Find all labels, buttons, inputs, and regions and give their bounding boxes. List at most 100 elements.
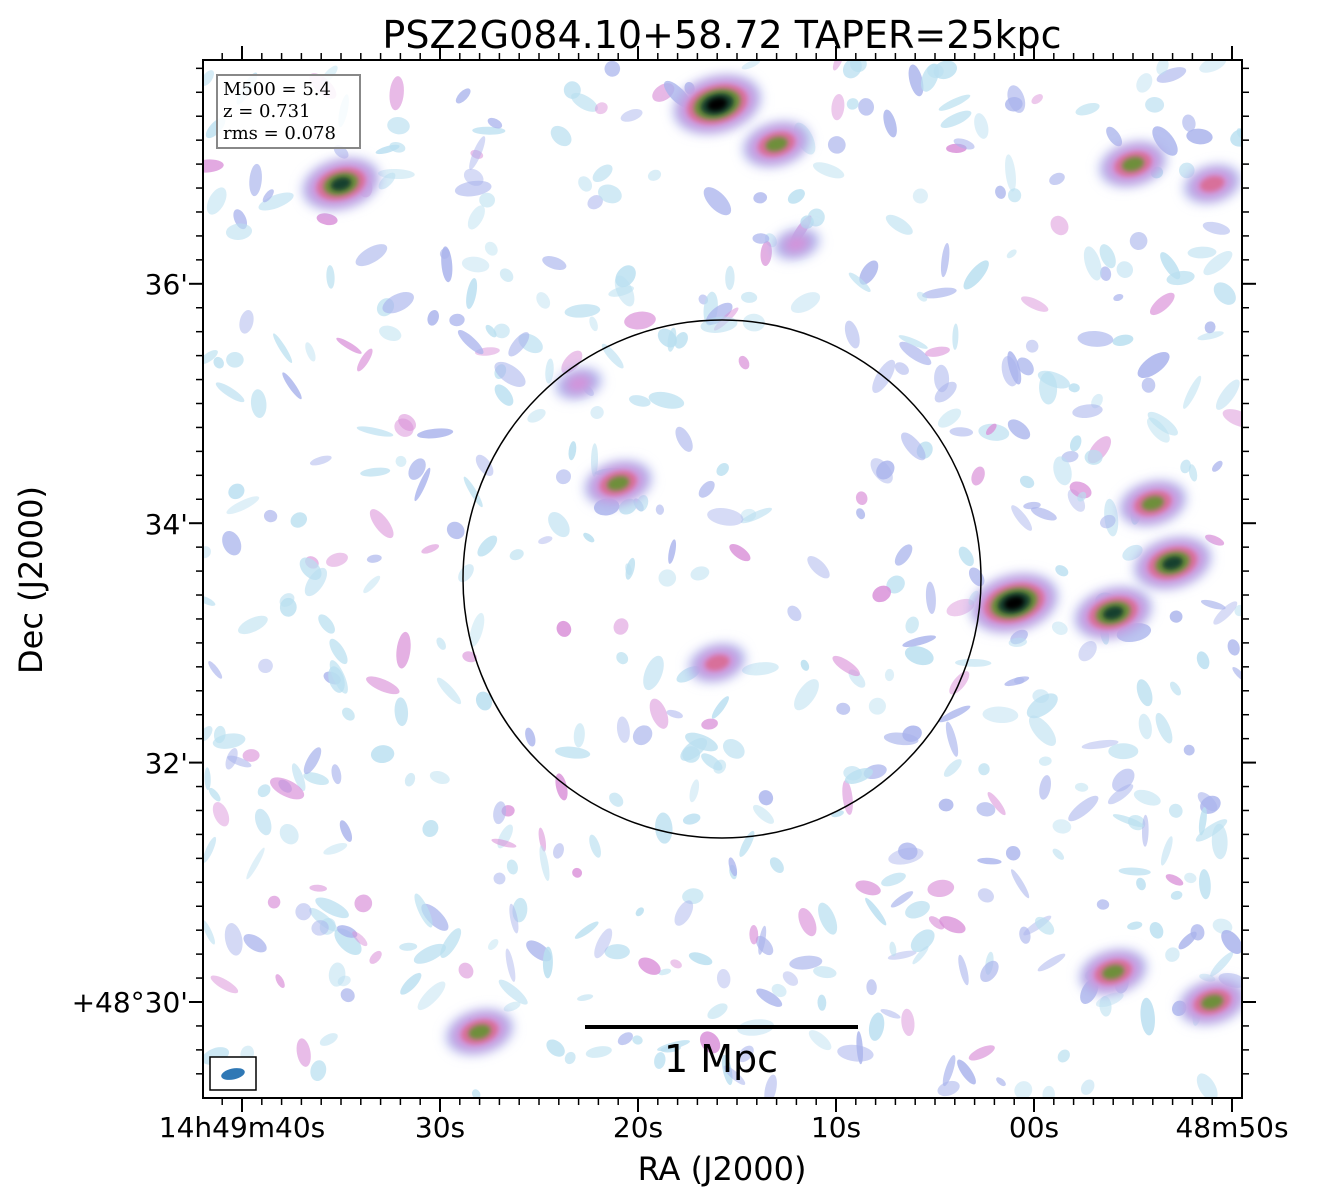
noise-blob: [311, 920, 329, 936]
x-tick-label: 48m50s: [1175, 1111, 1288, 1144]
noise-blob: [1075, 102, 1100, 116]
noise-blob: [1016, 357, 1034, 376]
noise-blob: [493, 801, 507, 825]
noise-blob: [246, 847, 265, 880]
noise-blob: [957, 1059, 976, 1085]
noise-blob: [416, 428, 454, 439]
noise-blob: [624, 311, 656, 330]
noise-blob: [843, 766, 862, 781]
noise-blob: [945, 721, 959, 757]
noise-blob: [890, 891, 914, 908]
noise-blob: [555, 469, 572, 485]
radio-source: [773, 228, 820, 260]
noise-blob: [889, 941, 897, 957]
noise-blob: [439, 248, 450, 259]
noise-blob: [319, 1033, 338, 1046]
noise-blob: [758, 790, 774, 806]
noise-blob: [798, 907, 817, 937]
noise-blob: [1179, 162, 1195, 179]
radio-source: [1134, 537, 1211, 589]
noise-blob: [315, 897, 349, 919]
noise-blob: [1049, 172, 1065, 186]
noise-blob: [737, 1045, 754, 1063]
noise-blob: [865, 897, 887, 926]
noise-blob: [1106, 126, 1123, 147]
noise-blob: [711, 696, 729, 719]
noise-blob: [1146, 417, 1170, 443]
noise-blob: [413, 943, 447, 964]
noise-blob: [848, 272, 871, 293]
noise-blob: [995, 185, 1006, 199]
noise-blob: [922, 287, 957, 299]
noise-blob: [1112, 768, 1135, 792]
noise-blob: [974, 113, 989, 139]
noise-blob: [477, 535, 498, 557]
noise-blob: [707, 1003, 728, 1020]
noise-blob: [1160, 836, 1173, 866]
noise-blob: [203, 726, 213, 742]
noise-blob: [982, 706, 1019, 724]
noise-blob: [812, 162, 845, 179]
noise-blob: [469, 136, 486, 170]
noise-blob: [934, 381, 957, 403]
noise-blob: [1180, 459, 1191, 474]
noise-blob: [462, 651, 477, 663]
noise-blob: [1170, 890, 1183, 900]
noise-blob: [449, 313, 465, 327]
noise-blob: [550, 125, 572, 147]
noise-blob: [1026, 693, 1058, 719]
noise-blob: [800, 215, 814, 229]
source-contour: [707, 97, 728, 111]
noise-blob: [601, 343, 624, 369]
noise-blob: [363, 575, 381, 594]
noise-blob: [213, 725, 226, 744]
noise-blob: [538, 536, 553, 545]
noise-blob: [794, 679, 819, 711]
noise-blob: [203, 920, 215, 945]
noise-blob: [1074, 782, 1089, 792]
noise-blob: [938, 94, 971, 111]
source-contour: [1102, 964, 1125, 980]
noise-blob: [394, 418, 414, 437]
noise-blob: [690, 566, 710, 581]
noise-blob: [771, 983, 787, 998]
noise-blob: [894, 544, 913, 566]
noise-blob: [905, 900, 930, 919]
y-axis-ticks: [189, 67, 1256, 1075]
noise-blob: [1025, 339, 1039, 353]
noise-blob: [228, 483, 245, 500]
noise-blob: [1212, 918, 1233, 934]
noise-blob: [976, 802, 996, 817]
noise-blob: [858, 98, 875, 116]
noise-blob: [1069, 435, 1082, 452]
noise-blob: [1165, 947, 1180, 962]
noise-blob: [598, 184, 622, 204]
noise-blob: [1072, 404, 1103, 419]
noise-blob: [752, 804, 775, 824]
noise-blob: [927, 879, 955, 898]
noise-blob: [1155, 712, 1173, 744]
noise-blob: [203, 546, 212, 559]
noise-blob: [471, 1089, 481, 1098]
noise-blob: [616, 651, 629, 665]
noise-blob: [203, 70, 215, 86]
source-contour: [1201, 994, 1224, 1010]
noise-blob: [942, 1055, 956, 1087]
noise-blob: [756, 988, 783, 1007]
noise-blob: [1108, 743, 1139, 760]
noise-blob: [323, 842, 348, 855]
noise-blob: [1186, 128, 1213, 145]
noise-blob: [741, 60, 761, 70]
noise-blob: [1118, 867, 1151, 876]
noise-blob: [902, 635, 937, 648]
source-contour: [607, 476, 630, 491]
noise-blob: [225, 223, 253, 240]
noise-blob: [352, 931, 368, 947]
noise-blob: [688, 952, 713, 966]
noise-blob: [379, 325, 402, 341]
noise-blob: [561, 350, 583, 374]
noise-blob: [583, 532, 595, 543]
noise-blob: [1100, 266, 1112, 281]
noise-blob: [571, 92, 598, 112]
noise-blob: [334, 928, 362, 956]
